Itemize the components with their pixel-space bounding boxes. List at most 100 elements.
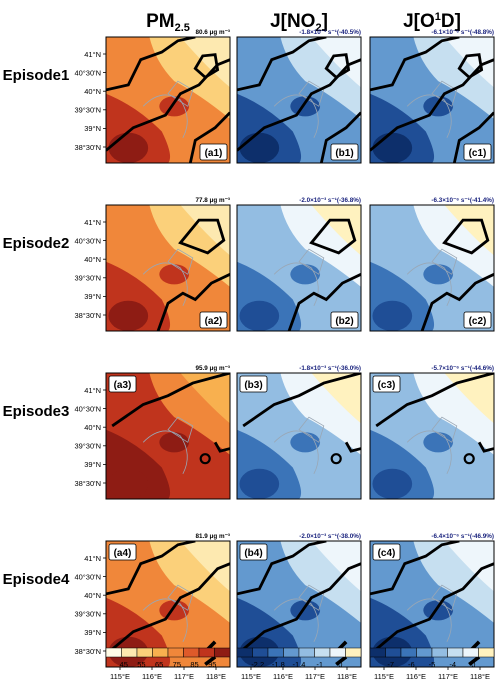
lat-tick-label: 38°30'N	[74, 143, 101, 152]
map-panel: (c2) -6.3×10⁻⁶ s⁻¹(-41.4%)	[369, 197, 495, 332]
lon-tick-label: 115°E	[374, 672, 394, 679]
field-region-darker	[372, 468, 413, 499]
field-region-darker	[239, 132, 280, 163]
colorbar-swatch	[298, 647, 315, 658]
colorbar-swatch	[105, 647, 122, 658]
province-boundary	[273, 430, 319, 474]
city-boundary	[298, 248, 325, 275]
map-panel: (c3) -5.7×10⁻⁶ s⁻¹(-44.6%)	[369, 365, 495, 500]
boundary-enclave	[457, 53, 484, 80]
boundary-south	[370, 562, 494, 656]
lat-tick-label: 40°N	[84, 423, 101, 432]
lat-tick-label: 40°N	[84, 255, 101, 264]
boundary-east	[477, 441, 494, 453]
column-title-subscript: 2	[315, 22, 321, 34]
field-layer	[370, 37, 494, 163]
city-boundary	[431, 248, 458, 275]
field-layer	[237, 205, 361, 331]
panel-label-box	[372, 375, 401, 393]
panel-label: (b2)	[335, 316, 353, 327]
panel-annotation: -6.3×10⁻⁶ s⁻¹(-41.4%)	[431, 197, 494, 204]
colorbar-tick-label: 75	[173, 660, 181, 669]
colorbar-swatch	[314, 647, 331, 658]
lon-tick-label: 116°E	[142, 672, 162, 679]
field-region-darker	[108, 132, 149, 163]
boundary-north	[237, 541, 327, 596]
panel-label-box	[372, 543, 401, 561]
map-panel: (b2) -2.0×10⁻³ s⁻¹(-36.8%)	[236, 197, 362, 332]
boundary-north	[111, 373, 230, 428]
city-boundary	[298, 584, 325, 611]
site-marker	[330, 453, 342, 465]
field-region-lighter	[180, 205, 230, 256]
map-panel: (b3) -1.8×10⁻³ s⁻¹(-36.0%)	[236, 365, 362, 500]
colorbar-swatch	[267, 647, 284, 658]
city-boundary	[167, 416, 194, 443]
field-region-darker	[372, 132, 413, 163]
colorbar-swatch	[283, 647, 300, 658]
field-region-lighter	[180, 37, 230, 88]
colorbar-tick-label: 45	[120, 660, 128, 669]
boundary-north	[106, 37, 196, 92]
field-layer	[237, 37, 361, 163]
boundary-east	[213, 441, 230, 453]
panel-annotation: -6.1×10⁻⁶ s⁻¹(-48.8%)	[431, 29, 494, 36]
city-boundary	[167, 584, 194, 611]
colorbar-swatch	[447, 647, 464, 658]
colorbar-swatch	[152, 647, 169, 658]
lon-tick-label: 116°E	[406, 672, 426, 679]
boundary-enclave	[442, 218, 490, 255]
column-title-tail: ]	[322, 11, 328, 32]
panel-frame	[105, 36, 231, 164]
lon-tick-label: 117°E	[438, 672, 458, 679]
field-region-lighter	[180, 541, 230, 592]
panel-label-box	[330, 143, 359, 161]
panel-label: (a3)	[114, 380, 132, 391]
field-region-mid	[423, 432, 454, 453]
row-label-1: Episode1	[3, 67, 70, 84]
panel-label-box	[199, 311, 228, 329]
panel-annotation: 80.6 μg m⁻³	[196, 29, 230, 36]
city-boundary	[298, 416, 325, 443]
city-boundary	[431, 80, 458, 107]
colorbar-swatch	[236, 647, 253, 658]
field-region-mid	[159, 600, 190, 621]
field-region-mid	[159, 264, 190, 285]
panel-label: (b4)	[244, 548, 262, 559]
colorbar-tick-label: -1	[316, 660, 323, 669]
panel-frame	[105, 372, 231, 500]
lat-tick-label: 40°30'N	[74, 236, 101, 245]
province-boundary	[406, 598, 452, 642]
colorbar-3: -7 -6 -5 -4 0	[369, 647, 495, 669]
field-region-darker	[108, 300, 149, 331]
field-region-mid	[290, 600, 321, 621]
lat-tick-label: 39°N	[84, 124, 101, 133]
boundary-east	[344, 441, 361, 453]
lon-tick-label: 117°E	[305, 672, 325, 679]
field-layer	[106, 37, 230, 163]
panel-label: (a2)	[205, 316, 223, 327]
row-label-2: Episode2	[3, 235, 70, 252]
province-boundary	[406, 94, 452, 138]
panel-annotation: -2.0×10⁻³ s⁻¹(-36.8%)	[299, 197, 361, 204]
lat-tick-label: 38°30'N	[74, 311, 101, 320]
column-title-tail: D]	[441, 11, 461, 32]
field-region-lighter	[311, 541, 361, 592]
province-boundary	[142, 94, 188, 138]
province-boundary	[142, 598, 188, 642]
field-layer	[106, 373, 230, 499]
city-boundary	[167, 248, 194, 275]
panel-frame	[105, 540, 231, 668]
panel-label: (c3)	[378, 380, 396, 391]
colorbar-swatch	[478, 647, 495, 658]
panel-frame	[236, 540, 362, 668]
field-region-mid	[159, 432, 190, 453]
lat-tick-label: 39°30'N	[74, 106, 101, 115]
boundary-north	[106, 541, 196, 596]
colorbar-tick-label: -5	[429, 660, 436, 669]
map-panel: (c1) -6.1×10⁻⁶ s⁻¹(-48.8%)	[369, 29, 495, 164]
panel-annotation: 77.8 μg m⁻³	[196, 197, 230, 204]
panel-annotation: -1.8×10⁻³ s⁻¹(-40.5%)	[299, 29, 361, 36]
lat-tick-label: 41°N	[84, 554, 101, 563]
